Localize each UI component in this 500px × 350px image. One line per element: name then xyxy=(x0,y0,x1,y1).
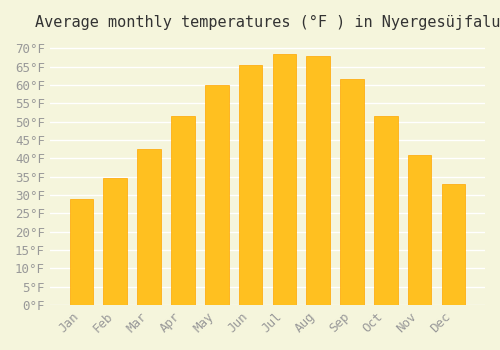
Bar xyxy=(306,56,330,305)
Title: Average monthly temperatures (°F ) in Nyergesüjfalu: Average monthly temperatures (°F ) in Ny… xyxy=(34,15,500,30)
Bar xyxy=(171,116,194,305)
Bar xyxy=(104,178,127,305)
Bar xyxy=(340,79,364,305)
Bar xyxy=(442,184,465,305)
Bar xyxy=(374,116,398,305)
Bar xyxy=(70,199,94,305)
Bar xyxy=(205,85,229,305)
Bar xyxy=(238,65,262,305)
Bar xyxy=(272,54,296,305)
Bar xyxy=(408,155,432,305)
Bar xyxy=(138,149,161,305)
